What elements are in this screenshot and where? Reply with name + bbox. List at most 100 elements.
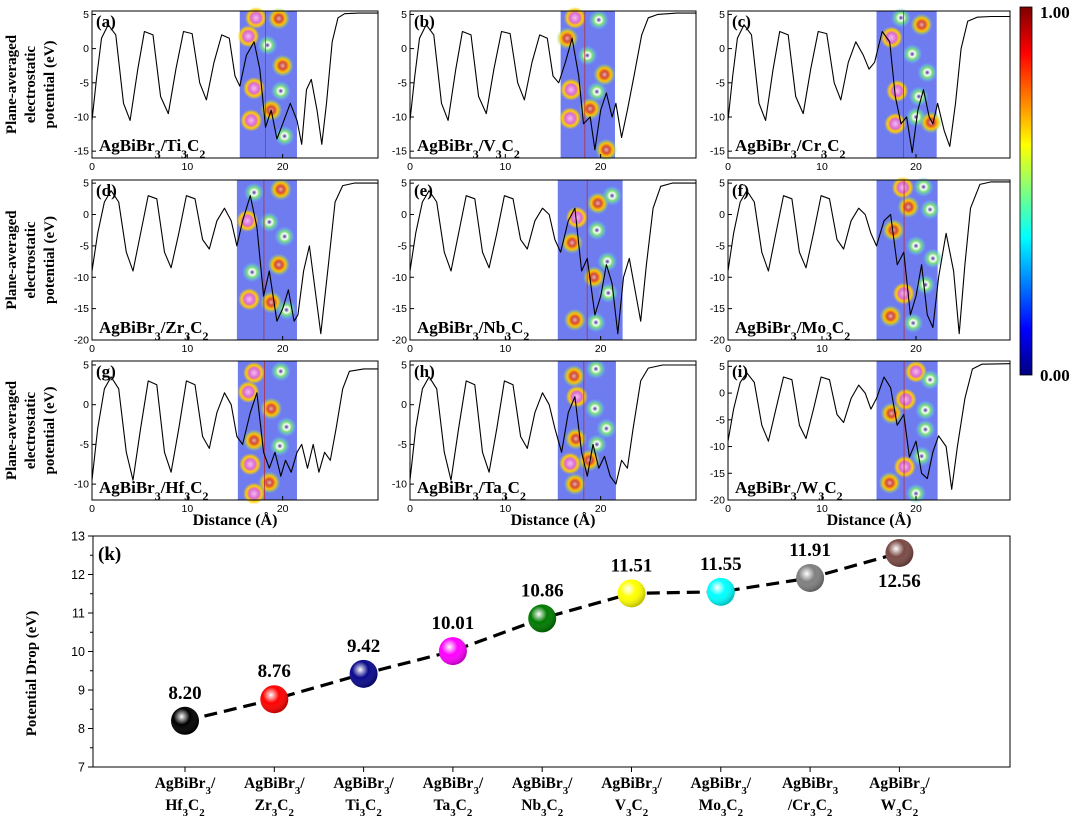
colorbar: 1.00 0.00	[1019, 3, 1070, 385]
atom-density-blob	[563, 473, 586, 496]
plot-frame	[409, 360, 697, 501]
atom-density-blob	[560, 78, 583, 101]
panel-d: 50-5-10-15-200 10 20(d)AgBiBr3/Zr3C2Plane-…	[4, 178, 379, 355]
atom-density-blob	[890, 7, 911, 28]
x-tick-label: 10	[499, 161, 511, 173]
category-text: C	[902, 797, 913, 814]
y-tick-label: -20	[710, 335, 725, 347]
atom-density-blob	[269, 178, 292, 201]
category-sub: 3	[652, 785, 658, 797]
atom-density-blob	[915, 419, 936, 440]
category-label-line2: Nb3C2	[521, 797, 563, 819]
material-sub: 2	[199, 147, 205, 161]
atom-density-blob	[577, 45, 598, 66]
atom-density-blob	[269, 435, 290, 456]
material-label: AgBiBr3/Cr3C2	[735, 136, 845, 161]
atom-density-blob	[240, 109, 263, 132]
atom-density-blob	[910, 13, 933, 36]
y-tick-label: -15	[710, 146, 725, 158]
material-mxene: /Mo	[796, 318, 826, 337]
material-carbon: C	[827, 136, 839, 155]
category-text: /	[567, 775, 573, 792]
atom-density-blob	[908, 86, 929, 107]
x-tick-label: 10	[181, 343, 193, 355]
category-label-line1: AgBiBr3/	[691, 775, 752, 797]
potential-trace	[727, 363, 1011, 490]
material-base: AgBiBr	[735, 318, 791, 337]
colorbar-min-label: 0.00	[1040, 366, 1070, 385]
category-sub: 3	[206, 785, 212, 797]
material-sub: 3	[496, 147, 502, 161]
potential-trace	[727, 15, 1010, 154]
category-text: /Cr	[787, 797, 811, 814]
panel-label: (e)	[414, 181, 433, 200]
y-tick-label: -10	[392, 272, 407, 284]
material-label: AgBiBr3/Zr3C2	[99, 318, 209, 343]
data-label: 8.20	[168, 683, 201, 704]
x-tick-label: 20	[277, 503, 289, 515]
material-base: AgBiBr	[417, 478, 473, 497]
category-text: C	[456, 797, 467, 814]
atom-density-blob	[267, 7, 290, 30]
y-tick-label: 0	[401, 399, 407, 411]
material-sub: 3	[181, 147, 187, 161]
data-point-highlight	[260, 685, 289, 714]
material-carbon: C	[511, 318, 523, 337]
material-base: AgBiBr	[99, 318, 155, 337]
atom-density-blob	[276, 416, 297, 437]
category-sub: 3	[450, 807, 456, 819]
y-tick-label: -15	[74, 146, 89, 158]
plot-frame	[91, 10, 379, 159]
data-label: 10.86	[521, 580, 564, 601]
y-tick-label: -5	[398, 439, 407, 451]
x-tick-label: 10	[816, 503, 828, 515]
panel-k: 7 8 9 10 11 12 13 Potential Drop (eV) (k) 8.20 AgB…	[24, 530, 1011, 819]
y-tick-label: 5	[83, 178, 89, 190]
category-sub: 3	[473, 785, 479, 797]
plot-frame	[727, 10, 1011, 159]
atom-density-blob	[585, 358, 606, 379]
atom-density-blob	[564, 427, 587, 450]
category-label-line1: AgBiBr3	[782, 775, 839, 797]
category-text: C	[365, 797, 376, 814]
data-label: 11.51	[611, 555, 653, 576]
atom-density-blob	[243, 429, 266, 452]
atom-density-blob	[582, 266, 605, 289]
y-tick-label: -20	[710, 495, 725, 507]
material-sub: 3	[155, 489, 161, 503]
x-tick-label: 20	[595, 343, 607, 355]
y-tick-label: 11	[72, 607, 85, 621]
material-sub: 3	[791, 147, 797, 161]
category-text: AgBiBr	[782, 775, 833, 792]
atom-density-blob	[906, 235, 926, 256]
material-mxene: /Ta	[478, 478, 503, 497]
y-axis-label: Plane-averaged	[4, 34, 20, 134]
y-tick-label: 10	[71, 645, 85, 659]
y-tick-label: -10	[710, 441, 725, 453]
category-sub: 3	[360, 807, 366, 819]
atom-density-blob	[588, 9, 609, 30]
material-sub: 3	[155, 329, 161, 343]
colorbar-gradient	[1019, 6, 1033, 376]
potential-trace	[409, 182, 696, 335]
category-sub: 2	[467, 807, 472, 819]
plot-frame	[727, 360, 1011, 501]
atom-density-blob	[565, 385, 588, 408]
y-tick-label: 13	[71, 530, 85, 544]
atom-density-blob	[556, 27, 579, 50]
category-sub: 3	[272, 807, 278, 819]
data-label: 11.91	[789, 540, 831, 561]
material-carbon: C	[502, 136, 514, 155]
material-base: AgBiBr	[735, 478, 791, 497]
y-tick-label: 0	[83, 399, 89, 411]
category-text: Zr	[255, 797, 272, 814]
plot-frame	[92, 535, 1011, 768]
atom-density-blob	[237, 25, 260, 48]
x-tick-label: 10	[499, 343, 511, 355]
x-tick-label: 0	[407, 343, 413, 355]
y-tick-label: -10	[392, 479, 407, 491]
y-tick-label: 5	[719, 361, 725, 373]
atom-density-blob	[258, 471, 281, 494]
